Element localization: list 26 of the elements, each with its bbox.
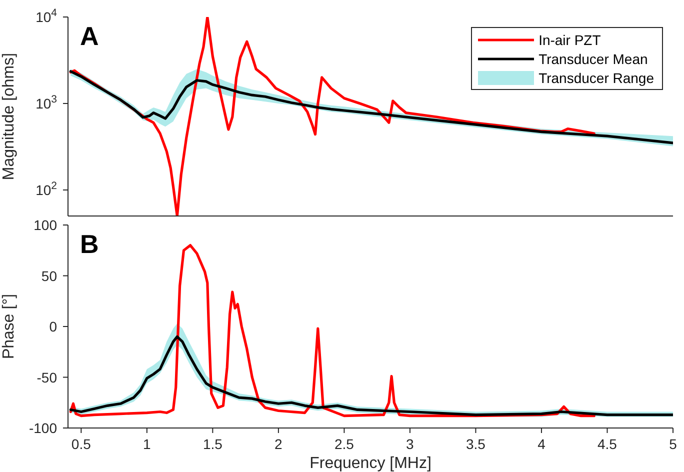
- y-axis-title: Magnitude [ohms]: [0, 52, 18, 180]
- x-tick-label: 2: [274, 436, 283, 452]
- x-tick-label: 4.5: [598, 436, 618, 452]
- y-tick-label: -50: [36, 369, 58, 386]
- x-tick-label: 5: [669, 436, 678, 452]
- y-tick-label: -100: [28, 420, 58, 436]
- x-tick-label: 2.5: [334, 436, 354, 452]
- x-tick-label: 1: [143, 436, 152, 452]
- annotation: B: [80, 229, 99, 259]
- legend-label: In-air PZT: [538, 32, 601, 48]
- y-tick-label: 50: [41, 268, 58, 284]
- y-tick-label: 100: [34, 217, 58, 233]
- y-tick-label: 0: [49, 318, 58, 334]
- y-axis-title: Phase [°]: [0, 294, 18, 360]
- y-tick-label: 10$^{4}$: [36, 7, 58, 25]
- x-tick-label: 0.5: [71, 436, 92, 452]
- x-tick-label: 1.5: [202, 436, 223, 452]
- annotation: A: [80, 21, 99, 51]
- x-tick-label: 3.5: [466, 436, 486, 452]
- x-axis-title: Frequency [MHz]: [310, 455, 432, 472]
- x-tick-label: 3: [406, 436, 414, 452]
- y-tick-label: 10$^{3}$: [36, 93, 58, 112]
- y-tick-label: 10$^{2}$: [36, 180, 58, 198]
- x-tick-label: 4: [538, 436, 546, 452]
- legend-label: Transducer Mean: [538, 50, 648, 66]
- legend-label: Transducer Range: [538, 70, 654, 86]
